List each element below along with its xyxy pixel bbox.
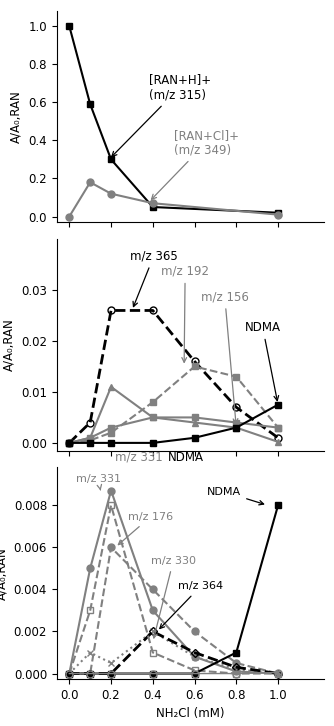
X-axis label: NH₂Cl (mM): NH₂Cl (mM) bbox=[156, 707, 225, 720]
Text: NDMA: NDMA bbox=[167, 451, 203, 464]
Text: [RAN+H]+
(m/z 315): [RAN+H]+ (m/z 315) bbox=[112, 73, 211, 156]
Y-axis label: A/A₀,RAN: A/A₀,RAN bbox=[0, 547, 8, 600]
Text: m/z 331: m/z 331 bbox=[115, 451, 163, 464]
Text: [RAN+Cl]+
(m/z 349): [RAN+Cl]+ (m/z 349) bbox=[152, 129, 239, 199]
Text: m/z 176: m/z 176 bbox=[118, 512, 173, 544]
Y-axis label: A/A₀,RAN: A/A₀,RAN bbox=[10, 90, 23, 143]
Y-axis label: A/A₀,RAN: A/A₀,RAN bbox=[2, 319, 15, 371]
Text: NDMA: NDMA bbox=[245, 321, 281, 401]
Text: m/z 192: m/z 192 bbox=[161, 265, 209, 362]
Text: m/z 365: m/z 365 bbox=[130, 250, 178, 306]
Text: m/z 330: m/z 330 bbox=[151, 556, 196, 638]
Text: NDMA: NDMA bbox=[207, 487, 264, 505]
Text: m/z 331: m/z 331 bbox=[75, 474, 121, 490]
Text: m/z 156: m/z 156 bbox=[201, 290, 249, 423]
Text: m/z 364: m/z 364 bbox=[160, 582, 223, 629]
